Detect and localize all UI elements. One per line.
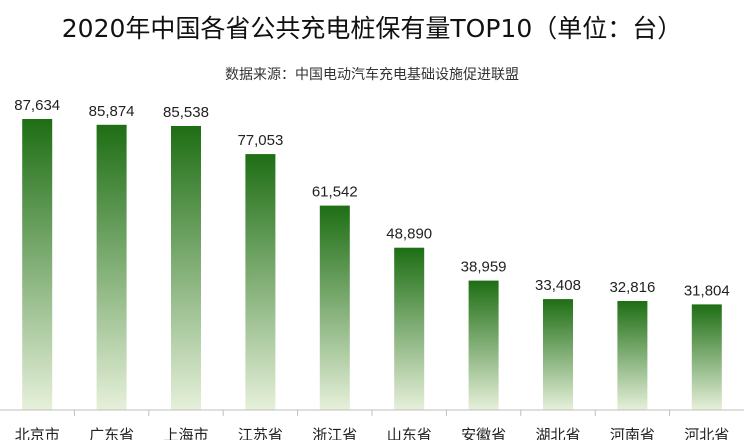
value-label: 32,816	[609, 279, 655, 296]
category-label: 河北省	[684, 426, 729, 440]
value-label: 48,890	[386, 226, 432, 243]
bar-4	[245, 154, 276, 410]
bar-7	[468, 280, 499, 410]
value-label: 85,874	[89, 103, 135, 120]
category-label: 山东省	[387, 426, 432, 440]
bar-10	[691, 304, 722, 410]
bar-2	[96, 124, 127, 411]
chart-title: 2020年中国各省公共充电桩保有量TOP10（单位：台）	[61, 14, 683, 43]
value-label: 33,408	[535, 277, 581, 294]
bar-5	[319, 205, 350, 410]
chart-subtitle: 数据来源：中国电动汽车充电基础设施促进联盟	[225, 67, 519, 83]
category-label: 江苏省	[238, 426, 283, 440]
category-label: 广东省	[89, 426, 134, 440]
value-label: 38,959	[461, 259, 507, 276]
value-label: 87,634	[14, 97, 60, 114]
value-label: 31,804	[684, 282, 730, 299]
value-label: 61,542	[312, 184, 358, 201]
category-label: 湖北省	[535, 426, 580, 440]
bar-1	[22, 119, 53, 410]
category-label: 上海市	[163, 426, 208, 440]
bar-6	[394, 247, 425, 410]
category-label: 河南省	[610, 426, 655, 440]
category-label: 安徽省	[461, 426, 506, 440]
value-label: 85,538	[163, 104, 209, 121]
bar-9	[617, 301, 648, 410]
category-label: 浙江省	[312, 426, 357, 440]
category-label: 北京市	[15, 426, 60, 440]
bar-3	[171, 126, 201, 410]
bar-8	[543, 299, 573, 410]
value-label: 77,053	[237, 132, 283, 149]
